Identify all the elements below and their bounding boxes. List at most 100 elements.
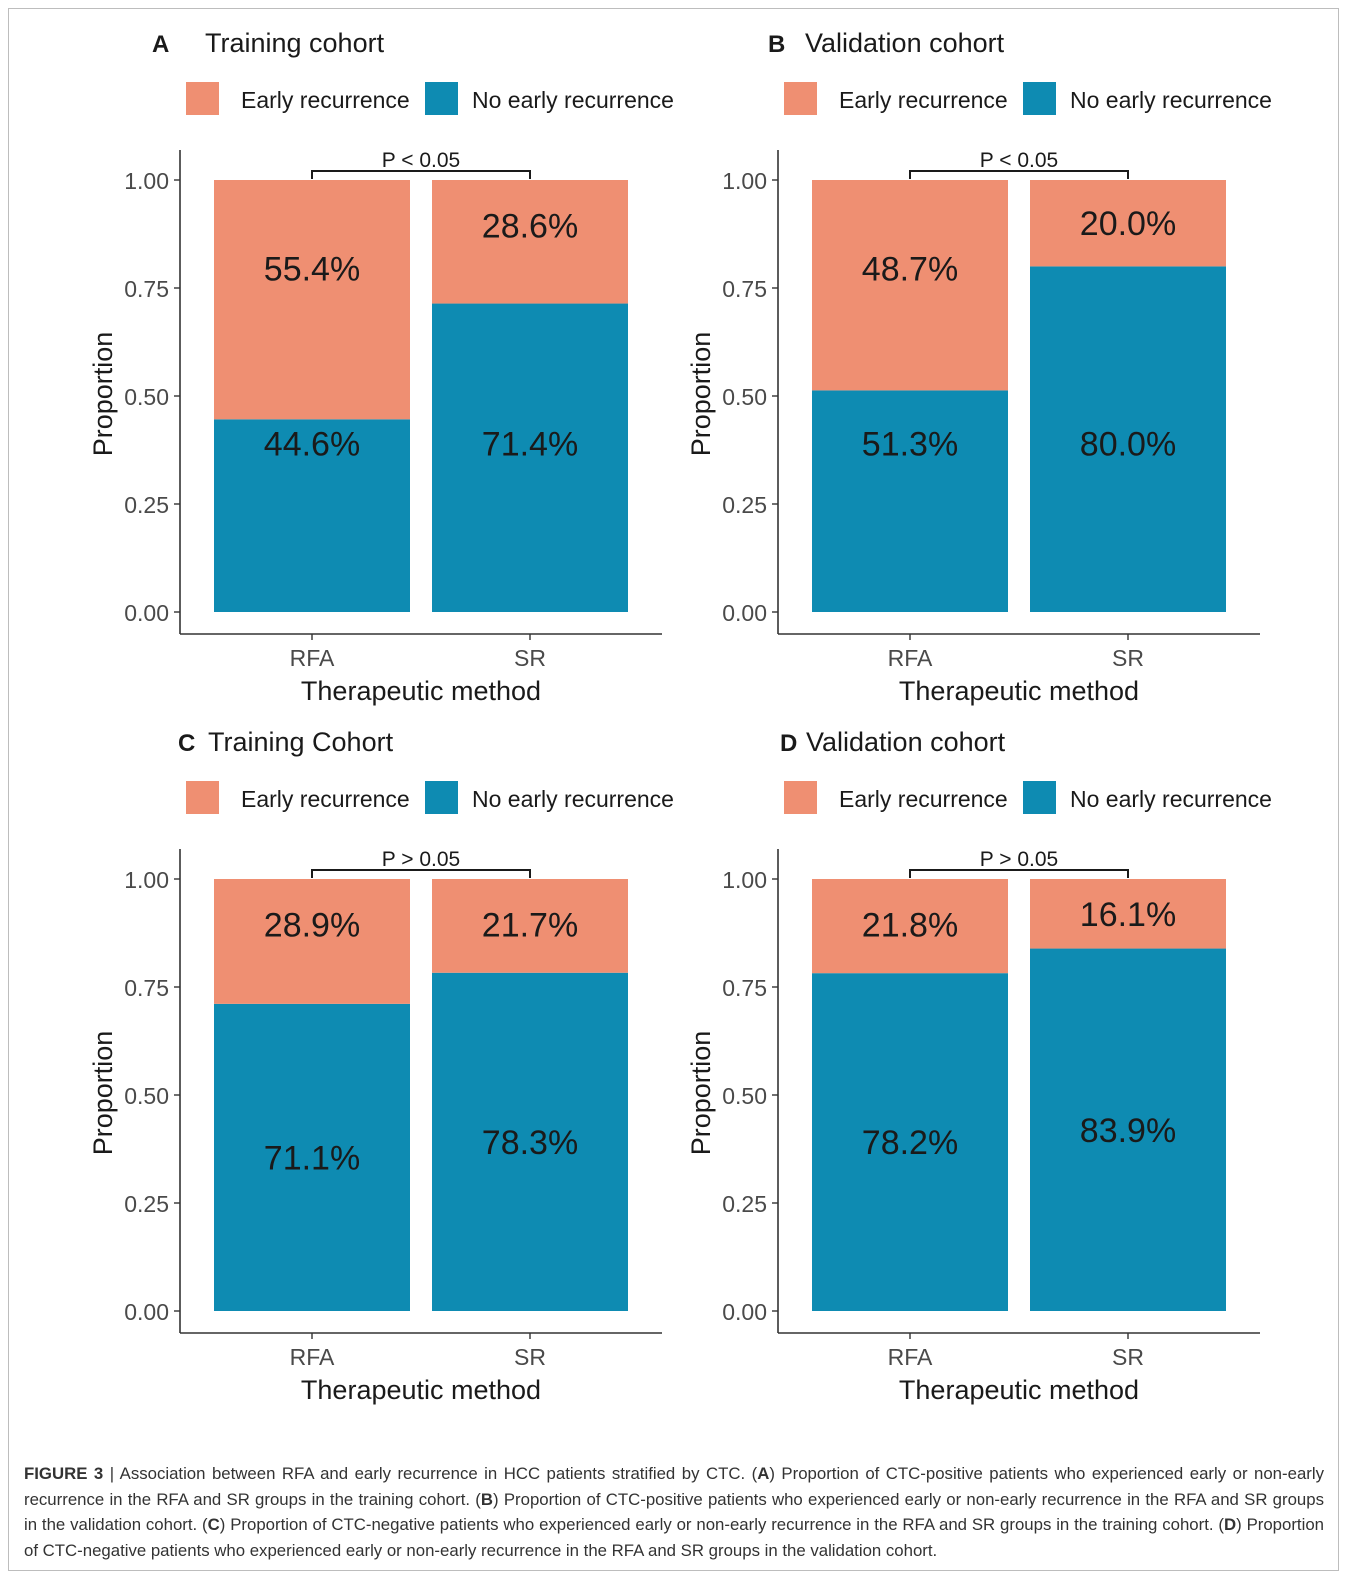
legend-label: No early recurrence [472, 786, 674, 812]
y-tick-label: 0.00 [124, 600, 169, 626]
panel-letter: D [780, 730, 797, 757]
caption-panel-ref: B [480, 1489, 494, 1509]
y-tick-label: 0.50 [124, 1083, 169, 1109]
significance-bracket [311, 869, 531, 878]
significance-label: P < 0.05 [382, 149, 460, 172]
y-tick-label: 0.50 [722, 1083, 767, 1109]
data-label: 78.2% [862, 1124, 958, 1162]
data-label: 71.4% [482, 426, 578, 464]
panel-title: Validation cohort [806, 727, 1006, 757]
x-tick-label: RFA [888, 645, 933, 671]
significance-bracket [311, 170, 531, 179]
caption-text: ) Proportion of CTC-negative patients wh… [219, 1515, 1224, 1534]
legend-label: Early recurrence [241, 786, 410, 812]
bar-early-recurrence [812, 879, 1008, 974]
y-axis-title: Proportion [88, 1031, 118, 1156]
caption-text: ) Proportion of CTC-negative patients wh… [24, 1515, 1324, 1560]
y-tick-label: 0.75 [722, 276, 767, 302]
bar-early-recurrence [214, 879, 410, 1004]
data-label: 51.3% [862, 426, 958, 464]
caption-panel-ref: A [757, 1464, 770, 1483]
data-label: 28.9% [264, 906, 360, 944]
caption-text: ) Proportion of CTC-positive patients wh… [24, 1464, 1324, 1509]
y-tick-label: 0.50 [124, 384, 169, 410]
caption-body: Association between RFA and early recurr… [24, 1464, 1324, 1560]
bar-early-recurrence [214, 180, 410, 420]
bar-early-recurrence [1030, 180, 1226, 267]
panel-letter: B [768, 31, 785, 58]
data-label: 20.0% [1080, 205, 1176, 243]
legend-swatch [784, 82, 817, 115]
data-label: 21.7% [482, 906, 578, 944]
data-label: 83.9% [1080, 1112, 1176, 1150]
bar-no-early-recurrence [1030, 948, 1226, 1311]
data-label: 44.6% [264, 426, 360, 464]
bar-early-recurrence [1030, 879, 1226, 949]
caption-text: ) Proportion of CTC-positive patients wh… [24, 1489, 1324, 1535]
x-tick-label: SR [514, 1344, 546, 1370]
y-tick-label: 0.00 [124, 1299, 169, 1325]
y-tick-label: 0.50 [722, 384, 767, 410]
y-tick-label: 0.25 [722, 492, 767, 518]
panel-title: Validation cohort [805, 28, 1005, 58]
data-label: 28.6% [482, 207, 578, 245]
y-tick-label: 0.00 [722, 1299, 767, 1325]
data-label: 48.7% [862, 251, 958, 289]
y-tick-label: 0.25 [722, 1191, 767, 1217]
panel-letter: C [178, 730, 195, 757]
x-tick-label: SR [1112, 645, 1144, 671]
significance-label: P > 0.05 [980, 848, 1058, 871]
x-tick-label: RFA [290, 1344, 335, 1370]
bar-early-recurrence [432, 879, 628, 973]
bar-no-early-recurrence [214, 419, 410, 612]
y-tick-label: 0.25 [124, 1191, 169, 1217]
legend-label: No early recurrence [1070, 87, 1272, 113]
legend-swatch [1023, 781, 1056, 814]
panel-title: Training cohort [205, 28, 385, 58]
y-tick-label: 0.75 [124, 975, 169, 1001]
y-axis-title: Proportion [686, 332, 716, 457]
significance-label: P > 0.05 [382, 848, 460, 871]
panel-letter: A [152, 31, 169, 58]
legend-label: Early recurrence [839, 786, 1008, 812]
bar-no-early-recurrence [812, 390, 1008, 612]
bar-early-recurrence [812, 180, 1008, 391]
y-tick-label: 0.75 [722, 975, 767, 1001]
data-label: 21.8% [862, 906, 958, 944]
figure-frame [8, 8, 1339, 1571]
y-tick-label: 1.00 [124, 168, 169, 194]
bar-no-early-recurrence [812, 973, 1008, 1311]
x-tick-label: SR [1112, 1344, 1144, 1370]
significance-label: P < 0.05 [980, 149, 1058, 172]
caption-separator: | [103, 1464, 120, 1483]
significance-bracket [909, 869, 1129, 878]
y-tick-label: 1.00 [124, 867, 169, 893]
y-tick-label: 1.00 [722, 867, 767, 893]
data-label: 78.3% [482, 1124, 578, 1162]
data-label: 16.1% [1080, 896, 1176, 934]
y-tick-label: 0.75 [124, 276, 169, 302]
legend-label: No early recurrence [472, 87, 674, 113]
x-tick-label: SR [514, 645, 546, 671]
x-tick-label: RFA [888, 1344, 933, 1370]
legend-swatch [186, 82, 219, 115]
y-tick-label: 0.00 [722, 600, 767, 626]
bar-no-early-recurrence [432, 972, 628, 1311]
caption-text: Association between RFA and early recurr… [119, 1464, 758, 1483]
bar-no-early-recurrence [432, 303, 628, 612]
legend-swatch [425, 781, 458, 814]
data-label: 80.0% [1080, 426, 1176, 464]
bar-no-early-recurrence [1030, 266, 1226, 612]
caption-panel-ref: D [1223, 1515, 1237, 1534]
legend-label: Early recurrence [839, 87, 1008, 113]
y-axis-title: Proportion [686, 1031, 716, 1156]
legend-label: Early recurrence [241, 87, 410, 113]
legend-swatch [1023, 82, 1056, 115]
x-axis-title: Therapeutic method [899, 1375, 1139, 1405]
caption-figure-label: FIGURE 3 [24, 1464, 104, 1483]
legend-label: No early recurrence [1070, 786, 1272, 812]
bar-no-early-recurrence [214, 1003, 410, 1311]
caption-panel-ref: C [207, 1515, 220, 1534]
legend-swatch [784, 781, 817, 814]
